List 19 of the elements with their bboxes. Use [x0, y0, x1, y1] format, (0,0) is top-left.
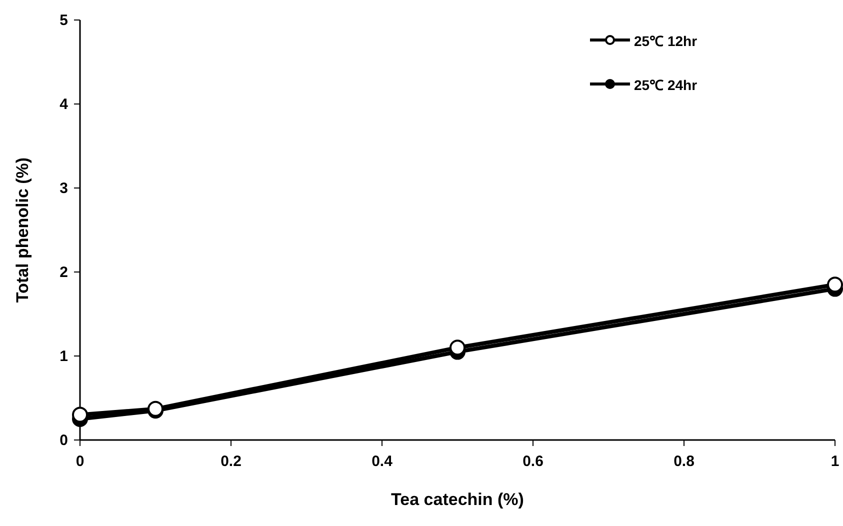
- y-tick-label: 3: [60, 180, 68, 197]
- point: [827, 276, 843, 293]
- y-tick-label: 1: [60, 348, 68, 365]
- x-tick-label: 0.8: [674, 453, 694, 470]
- point: [72, 406, 88, 423]
- y-tick-label: 0: [60, 432, 68, 449]
- x-tick-label: 0.4: [372, 453, 394, 470]
- x-tick-label: 0: [76, 453, 84, 470]
- x-tick-label: 1: [830, 453, 840, 470]
- legend-label: 25℃ 24hr: [634, 77, 698, 93]
- x-tick-label: 0.2: [220, 453, 242, 470]
- y-tick-label: 4: [60, 96, 69, 113]
- y-axis-title: Total phenolic (%): [13, 157, 32, 303]
- x-tick-label: 0.6: [522, 453, 544, 470]
- y-tick-label: 5: [60, 12, 68, 29]
- y-tick-label: 2: [60, 264, 68, 281]
- x-axis-title: Tea catechin (%): [391, 490, 524, 509]
- point: [450, 340, 466, 356]
- legend-label: 25℃ 12hr: [634, 33, 698, 49]
